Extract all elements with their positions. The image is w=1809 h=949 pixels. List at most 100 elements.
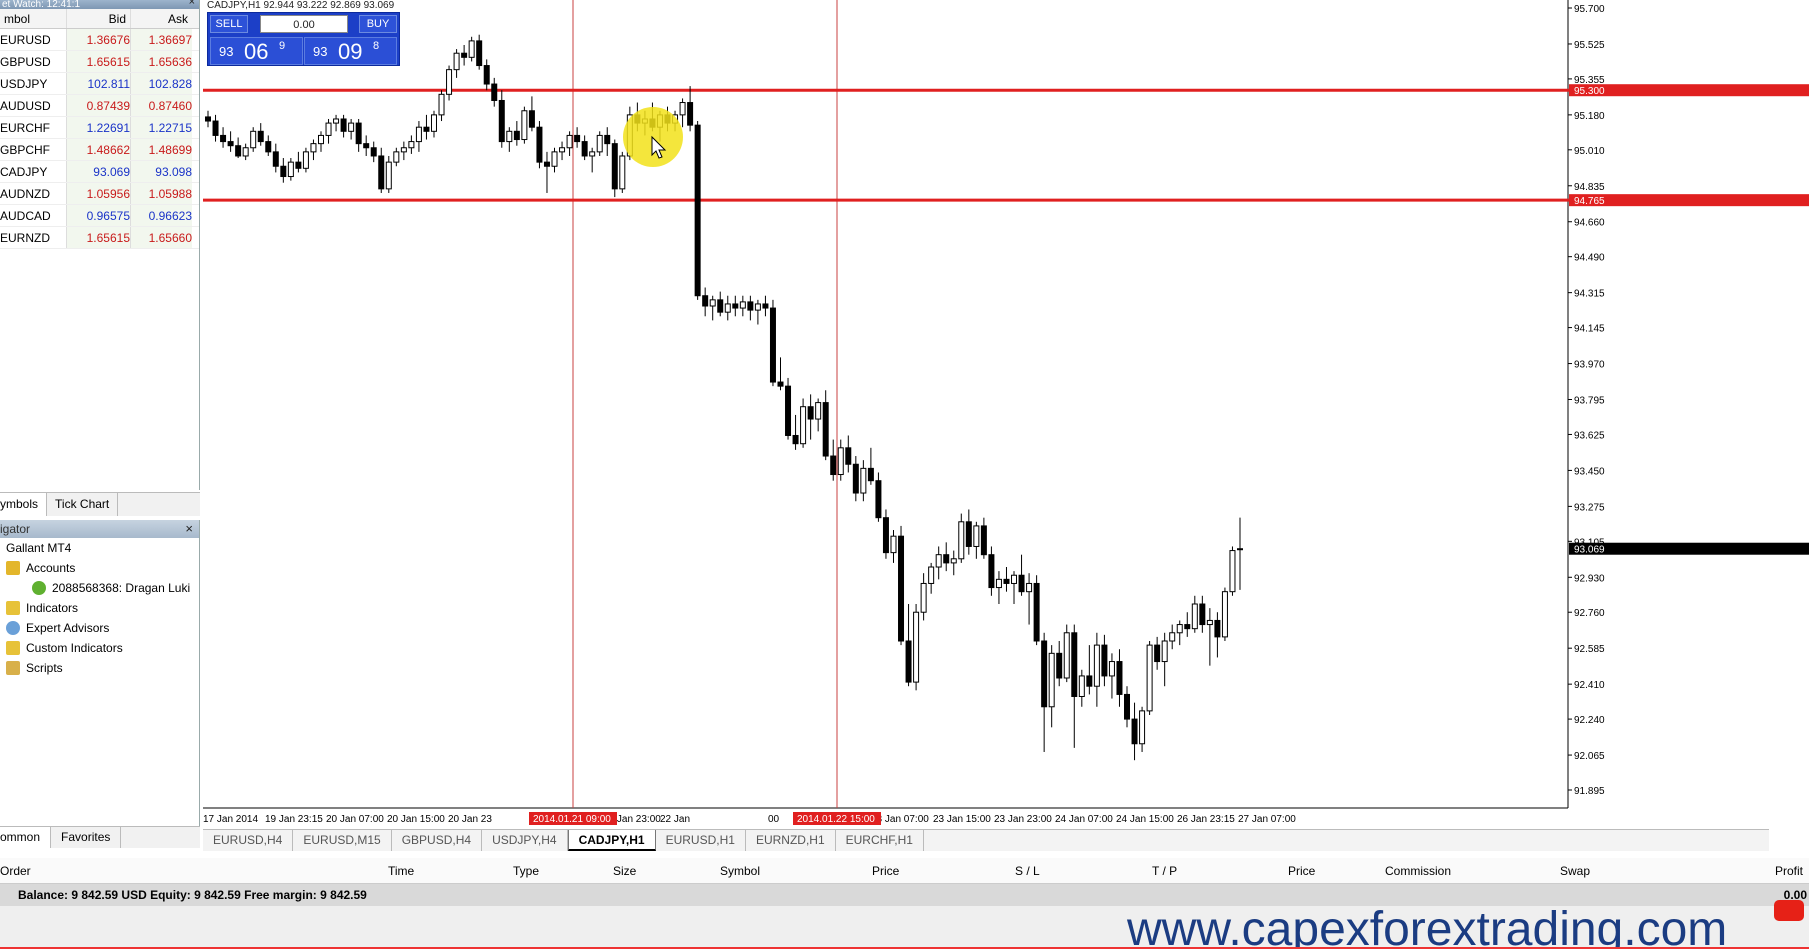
user-icon: [32, 581, 46, 595]
candle-body: [619, 155, 626, 190]
sell-price-big: 93: [219, 44, 234, 59]
candle: [724, 295, 731, 321]
symbol-cell: GBPCHF: [0, 139, 66, 160]
col-symbol[interactable]: mbol: [4, 12, 31, 26]
market-watch-row[interactable]: CADJPY 93.069 93.098: [0, 161, 199, 183]
candle-body: [551, 151, 558, 167]
tab-symbols[interactable]: ymbols: [0, 493, 48, 516]
candle-body: [543, 161, 550, 167]
candle: [935, 546, 942, 580]
chart-tab[interactable]: EURUSD,H1: [656, 830, 746, 851]
price-label: 92.930: [1574, 573, 1605, 584]
symbol-cell: EURCHF: [0, 117, 66, 138]
candle-body: [498, 99, 505, 143]
col-type[interactable]: Type: [513, 864, 540, 878]
col-swap[interactable]: Swap: [1560, 864, 1591, 878]
col-bid[interactable]: Bid: [66, 9, 130, 28]
time-label: 20 Jan 23: [448, 814, 492, 825]
market-watch-row[interactable]: AUDNZD 1.05956 1.05988: [0, 183, 199, 205]
candle-body: [355, 122, 362, 145]
close-icon[interactable]: ×: [185, 521, 193, 536]
nav-item-scripts[interactable]: Scripts: [0, 658, 199, 678]
price-label: 95.180: [1574, 111, 1605, 122]
candle-body: [769, 307, 776, 383]
sell-price-button[interactable]: 93 06 9: [210, 37, 303, 65]
col-price[interactable]: Price: [872, 864, 900, 878]
col-price-current[interactable]: Price: [1288, 864, 1316, 878]
col-ask[interactable]: Ask: [130, 9, 192, 28]
volume-input[interactable]: 0.00: [260, 15, 348, 33]
nav-item-root[interactable]: Gallant MT4: [0, 538, 199, 558]
nav-item-account-entry[interactable]: 2088568368: Dragan Luki: [0, 578, 199, 598]
candle: [250, 127, 257, 152]
bid-cell: 1.05956: [66, 183, 130, 204]
chart-tab[interactable]: USDJPY,H4: [482, 830, 568, 851]
tab-favorites[interactable]: Favorites: [51, 827, 122, 848]
market-watch-row[interactable]: EURUSD 1.36676 1.36697: [0, 29, 199, 51]
chart-tab[interactable]: GBPUSD,H4: [392, 830, 483, 851]
balance-row[interactable]: Balance: 9 842.59 USD Equity: 9 842.59 F…: [0, 884, 1809, 906]
market-watch-row[interactable]: EURCHF 1.22691 1.22715: [0, 117, 199, 139]
candle-body: [521, 110, 528, 141]
col-symbol[interactable]: Symbol: [720, 864, 761, 878]
candle-body: [852, 463, 859, 494]
tab-common[interactable]: ommon: [0, 827, 52, 848]
candle: [242, 143, 249, 161]
price-chart[interactable]: 95.700 95.525 95.355 95.180 95.010 94.835 94.6…: [203, 0, 1809, 825]
chart-tab[interactable]: EURNZD,H1: [746, 830, 836, 851]
chart-tab[interactable]: EURUSD,H4: [203, 830, 294, 851]
price-label: 93.275: [1574, 502, 1605, 513]
candle-body: [227, 141, 234, 147]
col-tp[interactable]: T / P: [1152, 864, 1178, 878]
chart-tab[interactable]: EURUSD,M15: [293, 830, 392, 851]
candle: [913, 604, 920, 691]
buy-button[interactable]: BUY: [359, 15, 397, 33]
candle-body: [325, 122, 332, 136]
chart-header: CADJPY,H1 92.944 93.222 92.869 93.069: [207, 0, 395, 11]
market-watch-row[interactable]: AUDUSD 0.87439 0.87460: [0, 95, 199, 117]
candle: [1161, 632, 1168, 687]
symbol-cell: USDJPY: [0, 73, 66, 94]
col-sl[interactable]: S / L: [1015, 864, 1040, 878]
tab-tick-chart[interactable]: Tick Chart: [47, 493, 119, 516]
nav-item-indicators[interactable]: Indicators: [0, 598, 199, 618]
nav-item-custom-indicators[interactable]: Custom Indicators: [0, 638, 199, 658]
col-profit[interactable]: Profit: [1775, 864, 1804, 878]
buy-price-button[interactable]: 93 09 8: [304, 37, 397, 65]
candle: [1146, 640, 1153, 715]
candle-body: [1078, 675, 1085, 697]
candle-body: [1086, 675, 1093, 687]
sell-button[interactable]: SELL: [210, 15, 248, 33]
market-watch-panel: et Watch: 12:41:1 × mbol Bid Ask EURUSD 1…: [0, 0, 200, 490]
time-label: 24 Jan 15:00: [1116, 814, 1174, 825]
col-order[interactable]: Order: [0, 864, 31, 878]
market-watch-row[interactable]: GBPUSD 1.65615 1.65636: [0, 51, 199, 73]
market-watch-row[interactable]: GBPCHF 1.48662 1.48699: [0, 139, 199, 161]
nav-item-accounts[interactable]: Accounts: [0, 558, 199, 578]
balance-text: Balance: 9 842.59 USD Equity: 9 842.59 F…: [18, 888, 367, 902]
nav-item-expert-advisors[interactable]: Expert Advisors: [0, 618, 199, 638]
candle: [950, 550, 957, 576]
candle: [498, 90, 505, 148]
candle: [973, 521, 980, 559]
col-time[interactable]: Time: [388, 864, 415, 878]
profit-value: 0.00: [1783, 888, 1807, 902]
close-icon[interactable]: ×: [188, 0, 195, 8]
chart-tab[interactable]: CADJPY,H1: [567, 830, 656, 851]
candle-body: [1026, 582, 1033, 593]
market-watch-row[interactable]: EURNZD 1.65615 1.65660: [0, 227, 199, 249]
youtube-subscribe-icon[interactable]: [1774, 900, 1804, 921]
candle-body: [589, 151, 596, 157]
market-watch-row[interactable]: USDJPY 102.811 102.828: [0, 73, 199, 95]
col-commission[interactable]: Commission: [1385, 864, 1452, 878]
candle-body: [1146, 644, 1153, 712]
candle: [898, 525, 905, 646]
col-size[interactable]: Size: [613, 864, 637, 878]
price-label: 92.760: [1574, 608, 1605, 619]
ask-cell: 1.65636: [130, 51, 192, 72]
symbol-cell: AUDUSD: [0, 95, 66, 116]
candle: [1221, 587, 1228, 641]
candle-body: [724, 303, 731, 313]
chart-tab[interactable]: EURCHF,H1: [836, 830, 924, 851]
market-watch-row[interactable]: AUDCAD 0.96575 0.96623: [0, 205, 199, 227]
